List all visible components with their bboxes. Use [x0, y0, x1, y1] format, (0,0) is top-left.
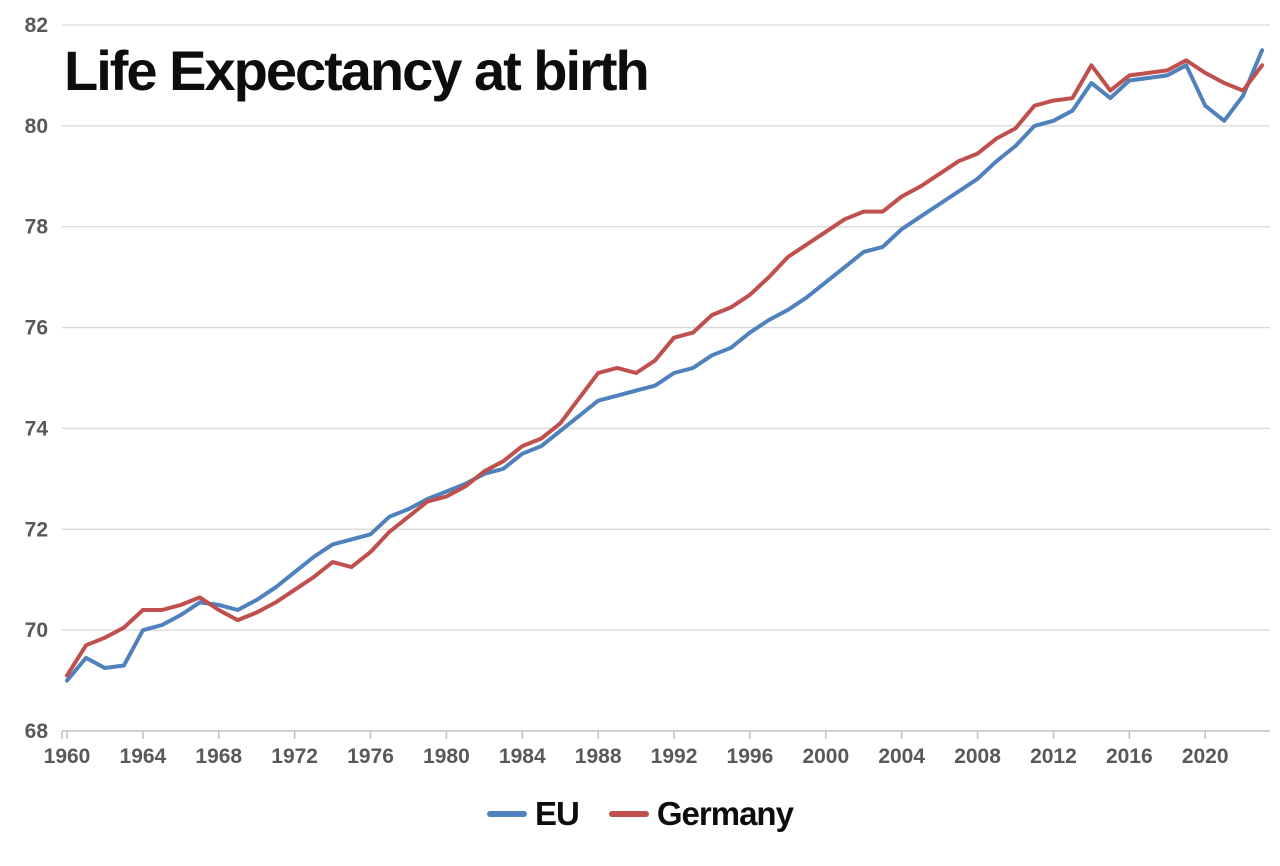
x-tick-label-1992: 1992: [651, 745, 698, 768]
x-tick-label-1988: 1988: [575, 745, 622, 768]
x-axis-labels: 1960 1964 1968 1972 1976 1980 1984 1988 1992 1996…: [44, 745, 1229, 768]
series-lines: [65, 48, 1265, 683]
series-line-eu: [65, 48, 1265, 683]
y-tick-label-76: 76: [25, 317, 48, 340]
x-tick-label-1976: 1976: [347, 745, 394, 768]
legend-label-germany: Germany: [656, 795, 794, 832]
x-tick-label-2000: 2000: [802, 745, 849, 768]
legend-item-germany: Germany: [608, 795, 794, 833]
y-tick-label-74: 74: [25, 417, 49, 440]
x-tick-label-2008: 2008: [954, 745, 1001, 768]
y-tick-label-82: 82: [25, 14, 48, 37]
legend-label-eu: EU: [535, 795, 580, 832]
chart-title: Life Expectancy at birth: [64, 39, 650, 102]
x-tick-label-1996: 1996: [727, 745, 774, 768]
y-tick-label-68: 68: [25, 720, 49, 743]
x-tick-label-1984: 1984: [499, 745, 546, 768]
eu-line-swatch: [487, 811, 528, 817]
y-tick-label-78: 78: [25, 216, 49, 239]
gridlines: [62, 24, 1270, 631]
series-line-germany: [65, 58, 1265, 678]
x-axis: [61, 730, 1270, 739]
x-tick-label-1972: 1972: [271, 745, 318, 768]
x-tick-label-2020: 2020: [1182, 745, 1229, 768]
x-tick-label-1980: 1980: [423, 745, 470, 768]
chart-legend: EU Germany: [0, 790, 1280, 838]
x-tick-label-1960: 1960: [44, 745, 91, 768]
y-axis-labels: 82 80 78 76 74 72 70 68: [25, 14, 49, 743]
x-tick-label-2012: 2012: [1030, 745, 1077, 768]
x-tick-label-2016: 2016: [1106, 745, 1153, 768]
y-tick-label-72: 72: [25, 518, 48, 541]
y-tick-label-80: 80: [25, 115, 48, 138]
y-tick-label-70: 70: [25, 619, 48, 642]
x-tick-label-1964: 1964: [120, 745, 167, 768]
x-tick-label-2004: 2004: [878, 745, 925, 768]
germany-line-swatch: [608, 811, 649, 817]
x-tick-label-1968: 1968: [195, 745, 242, 768]
legend-item-eu: EU: [487, 795, 580, 833]
